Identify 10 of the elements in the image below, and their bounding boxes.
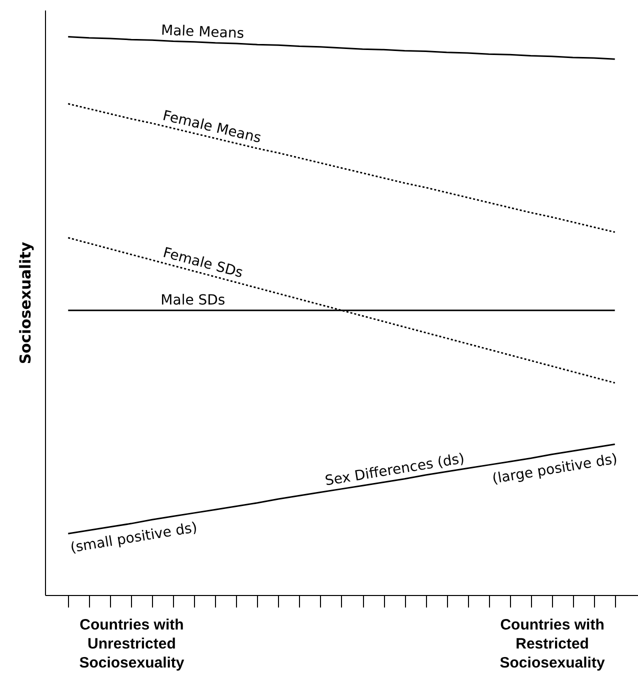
series-label: Male Means bbox=[160, 22, 244, 42]
text: Female Means bbox=[161, 108, 263, 147]
annotation: (small positive ds) bbox=[69, 520, 198, 556]
text: Sex Differences (ds) bbox=[324, 450, 466, 490]
annotation: (large positive ds) bbox=[491, 451, 619, 488]
x-tick-label: Countries with Unrestricted Sociosexuality bbox=[79, 616, 185, 672]
x-tick-label: Countries with Restricted Sociosexuality bbox=[500, 616, 606, 672]
series-label: Male SDs bbox=[160, 292, 226, 308]
text: Female SDs bbox=[161, 244, 245, 282]
y-axis-title: Sociosexuality bbox=[16, 242, 34, 364]
